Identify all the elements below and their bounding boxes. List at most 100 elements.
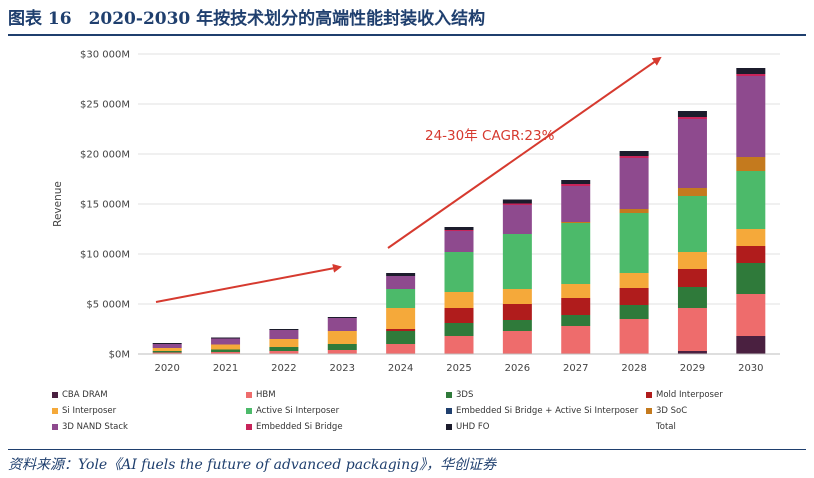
bar-segment — [677, 111, 707, 117]
x-tick-label: 2030 — [738, 363, 763, 374]
legend-label: Si Interposer — [62, 406, 117, 416]
bar-segment — [444, 227, 474, 230]
legend-item: UHD FO — [446, 422, 489, 432]
bar-segment — [619, 273, 649, 288]
bar-segment — [619, 288, 649, 305]
bar-segment — [736, 157, 766, 171]
source-rule — [8, 449, 806, 450]
bar-segment — [327, 344, 357, 350]
legend-item: Mold Interposer — [646, 390, 723, 400]
bar-segment — [444, 323, 474, 336]
legend-swatch — [246, 424, 252, 430]
bar-segment — [619, 156, 649, 158]
legend-swatch — [52, 392, 58, 398]
bar-segment — [386, 289, 416, 308]
bar-segment — [736, 263, 766, 294]
legend-item: Active Si Interposer — [246, 406, 339, 416]
x-tick-label: 2023 — [330, 363, 355, 374]
bar-segment — [444, 252, 474, 292]
bar-segment — [736, 74, 766, 76]
legend-item: Embedded Si Bridge + Active Si Interpose… — [446, 406, 638, 416]
legend-label: Embedded Si Bridge — [256, 422, 343, 432]
bar-segment — [211, 344, 241, 350]
legend-swatch — [52, 424, 58, 430]
legend-item: 3D SoC — [646, 406, 687, 416]
bar-segment — [152, 344, 182, 348]
legend-item: Embedded Si Bridge — [246, 422, 343, 432]
legend-swatch — [446, 424, 452, 430]
bar-segment — [444, 308, 474, 323]
bar-segment — [386, 276, 416, 289]
bar-segment — [444, 231, 474, 252]
bar-segment — [386, 331, 416, 344]
bar-segment — [736, 171, 766, 229]
bar-segment — [269, 330, 299, 339]
bar-segment — [152, 343, 182, 344]
y-tick-label: $30 000M — [80, 50, 130, 61]
bar-segment — [327, 350, 357, 354]
legend-item: Si Interposer — [52, 406, 116, 416]
trend-arrows — [155, 56, 662, 303]
bar-segment — [502, 289, 532, 304]
bar-segment — [502, 304, 532, 320]
bar-segment — [502, 234, 532, 289]
y-tick-label: $10 000M — [80, 250, 130, 261]
x-tick-label: 2027 — [563, 363, 588, 374]
bar-segment — [561, 223, 591, 284]
bar-segment — [327, 318, 357, 331]
legend-item: CBA DRAM — [52, 390, 108, 400]
axes: $0M $5 000M $10 000M $15 000M $20 000M $25 00… — [52, 50, 780, 374]
source-note: 资料来源：Yole《AI fuels the future of advance… — [8, 457, 497, 473]
bar-segment — [444, 230, 474, 231]
bar-segment — [736, 336, 766, 354]
bar-segment — [677, 269, 707, 287]
bar-segment — [736, 68, 766, 74]
legend-swatch — [646, 408, 652, 414]
legend-swatch — [646, 424, 652, 430]
bar-segment — [152, 352, 182, 354]
x-tick-label: 2025 — [446, 363, 471, 374]
bar-segment — [211, 337, 241, 339]
legend-item: 3DS — [446, 390, 473, 400]
bar-segment — [561, 186, 591, 222]
figure-title: 图表 16 2020-2030 年按技术划分的高端性能封装收入结构 — [8, 9, 486, 29]
bar-segment — [677, 308, 707, 351]
bar-segment — [502, 199, 532, 204]
legend-swatch — [646, 392, 652, 398]
bar-segment — [619, 209, 649, 213]
legend-item: HBM — [246, 390, 276, 400]
bar-segment — [619, 213, 649, 273]
bar-segment — [736, 76, 766, 157]
bar-segment — [736, 246, 766, 263]
legend-item: Total — [646, 422, 676, 432]
x-tick-label: 2020 — [154, 363, 179, 374]
legend-label: 3D NAND Stack — [62, 422, 128, 432]
bar-segment — [502, 320, 532, 331]
legend-label: HBM — [256, 390, 276, 400]
cagr-annotation: 24-30年 CAGR:23% — [425, 128, 555, 144]
legend-label: Active Si Interposer — [256, 406, 340, 416]
bar-segment — [561, 298, 591, 315]
x-tick-label: 2024 — [388, 363, 413, 374]
x-tick-label: 2028 — [621, 363, 646, 374]
bar-segment — [677, 119, 707, 188]
y-tick-label: $25 000M — [80, 100, 130, 111]
trend-arrow-late — [387, 56, 662, 249]
bar-segment — [677, 188, 707, 196]
bar-segment — [561, 222, 591, 223]
bar-segment — [677, 252, 707, 269]
bar-segment — [619, 158, 649, 209]
bar-segment — [677, 287, 707, 308]
bar-segment — [561, 284, 591, 298]
bar-segment — [327, 331, 357, 344]
bar-segment — [211, 349, 241, 352]
legend-swatch — [246, 392, 252, 398]
x-tick-label: 2026 — [505, 363, 530, 374]
legend-label: Mold Interposer — [656, 390, 723, 400]
bar-segment — [269, 329, 299, 330]
bar-segment — [386, 329, 416, 331]
bar-segment — [677, 196, 707, 252]
bar-segment — [736, 229, 766, 246]
bar-segment — [619, 305, 649, 319]
bar-segment — [386, 308, 416, 329]
